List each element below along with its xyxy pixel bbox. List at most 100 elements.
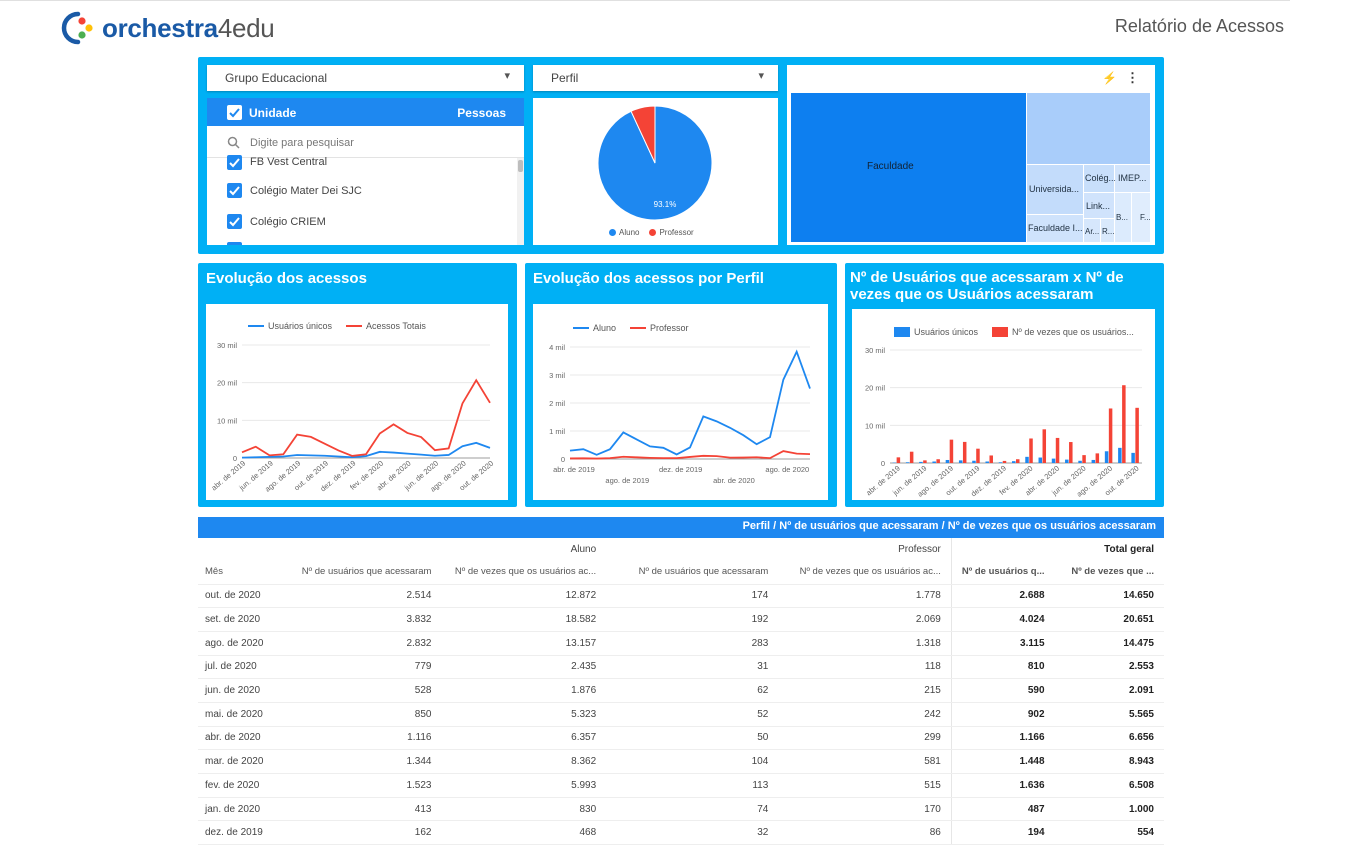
col-total-vezes[interactable]: Nº de vezes que ... xyxy=(1054,560,1164,585)
treemap-cell[interactable]: Faculdade I... xyxy=(1027,215,1083,242)
usuarios-chart-card: Usuários únicos Nº de vezes que os usuár… xyxy=(852,309,1155,500)
perfil-chart-card: Aluno Professor 0 1 mil 2 mil 3 mil 4 mil abr… xyxy=(533,304,828,500)
table-cell: 86 xyxy=(778,820,952,846)
legend-professor: Professor xyxy=(650,323,689,333)
series-line-2 xyxy=(569,450,811,460)
table-cell: 5.323 xyxy=(441,702,607,727)
bar-usuarios xyxy=(1038,457,1043,463)
table-cell: 215 xyxy=(778,678,952,703)
treemap-cell[interactable]: IMEP... xyxy=(1115,165,1150,192)
table-cell: 52 xyxy=(606,702,779,727)
bar-vezes xyxy=(923,460,927,463)
table-cell: 170 xyxy=(778,797,952,822)
table-row: mai. de 2020 850 5.323 52 242 902 5.565 xyxy=(198,702,1164,727)
table-row: abr. de 2020 1.116 6.357 50 299 1.166 6.656 xyxy=(198,726,1164,751)
table-cell: 20.651 xyxy=(1054,607,1164,632)
bar-usuarios xyxy=(972,460,976,463)
pessoas-column-header[interactable]: Pessoas xyxy=(457,106,506,120)
more-vert-icon[interactable]: ⋮ xyxy=(1126,70,1139,85)
treemap-cell[interactable]: Colég... xyxy=(1084,165,1117,192)
checkbox[interactable] xyxy=(227,242,242,245)
table-cell: 6.656 xyxy=(1054,726,1164,751)
col-professor-vezes[interactable]: Nº de vezes que os usuários ac... xyxy=(778,560,952,585)
table-cell: 194 xyxy=(950,820,1055,846)
bar-usuarios xyxy=(1131,452,1135,463)
treemap-cell[interactable]: Universida... xyxy=(1027,165,1083,214)
bar-vezes xyxy=(1095,453,1100,463)
table-cell: 779 xyxy=(275,655,442,680)
treemap-label: Colég... xyxy=(1085,173,1117,183)
perfil-chart-title: Evolução dos acessos por Perfil xyxy=(533,270,764,287)
table-row: jan. de 2020 413 830 74 170 487 1.000 xyxy=(198,797,1164,822)
bar-vezes xyxy=(1002,460,1007,463)
checkbox[interactable] xyxy=(227,155,242,170)
table-cell: 8.943 xyxy=(1054,749,1164,774)
treemap-cell[interactable]: Ar... xyxy=(1084,219,1100,242)
bar-usuarios xyxy=(1091,459,1096,463)
col-total-usuarios[interactable]: Nº de usuários q... xyxy=(950,560,1055,585)
bar-usuarios xyxy=(958,460,963,463)
table-cell: 2.435 xyxy=(441,655,607,680)
search-box[interactable]: Digite para pesquisar xyxy=(207,127,524,158)
perfil-line-chart: 0 1 mil 2 mil 3 mil 4 mil abr. de 2019 dez. de… xyxy=(549,343,811,485)
filter-item[interactable]: Colégio CRIEM xyxy=(207,209,524,239)
filter-item[interactable]: FB Vest Central xyxy=(207,150,524,180)
bar-usuarios xyxy=(1065,459,1069,463)
bar-vezes xyxy=(1016,459,1020,463)
scrollbar-track[interactable] xyxy=(517,158,524,245)
x-tick-label: dez. de 2019 xyxy=(659,465,702,474)
treemap-cell[interactable] xyxy=(1027,93,1150,164)
col-aluno-usuarios[interactable]: Nº de usuários que acessaram xyxy=(275,560,442,585)
col-mes[interactable]: Mês xyxy=(198,560,276,585)
table-cell: 850 xyxy=(275,702,442,727)
bar-usuarios xyxy=(905,462,910,463)
filter-item[interactable]: Colégio Mater Dei SJC xyxy=(207,178,524,208)
treemap-cell[interactable]: R... xyxy=(1101,219,1114,242)
bar-usuarios xyxy=(1012,461,1016,463)
y-tick-label: 0 xyxy=(881,459,885,468)
y-tick-label: 20 mil xyxy=(865,384,885,393)
table-row: dez. de 2019 162 468 32 86 194 554 xyxy=(198,820,1164,846)
col-aluno-vezes[interactable]: Nº de vezes que os usuários ac... xyxy=(441,560,607,585)
col-professor-usuarios[interactable]: Nº de usuários que acessaram xyxy=(606,560,779,585)
table-cell: 810 xyxy=(950,655,1055,680)
table-cell: 4.024 xyxy=(950,607,1055,632)
table-cell: 6.508 xyxy=(1054,773,1164,798)
select-all-checkbox[interactable] xyxy=(227,105,242,120)
checkbox[interactable] xyxy=(227,183,242,198)
pie-legend: Aluno Professor xyxy=(609,228,694,237)
table-cell: 1.166 xyxy=(950,726,1055,751)
treemap-label: R... xyxy=(1102,227,1115,236)
perfil-dropdown[interactable]: Perfil ▾ xyxy=(533,65,778,91)
evolucao-legend: Usuários únicos Acessos Totais xyxy=(248,321,426,331)
x-tick-label: ago. de 2019 xyxy=(605,476,649,485)
table-cell: 902 xyxy=(950,702,1055,727)
table-cell: 515 xyxy=(778,773,952,798)
table-row: jun. de 2020 528 1.876 62 215 590 2.091 xyxy=(198,678,1164,703)
scrollbar-thumb[interactable] xyxy=(518,160,523,172)
bar-usuarios xyxy=(1104,451,1109,463)
filter-item-label: Colégio Mater Dei SJC xyxy=(250,185,362,197)
checkbox[interactable] xyxy=(227,214,242,229)
bolt-icon[interactable]: ⚡ xyxy=(1102,71,1117,85)
table-cell: 113 xyxy=(606,773,779,798)
treemap-card: ⚡ ⋮ Faculdade Universida... Faculdade I.… xyxy=(787,65,1155,245)
table-cell: 18.582 xyxy=(441,607,607,632)
treemap-label: Faculdade xyxy=(867,161,914,172)
legend-aluno: Aluno xyxy=(619,228,640,237)
treemap-cell[interactable]: Faculdade xyxy=(791,93,1026,242)
treemap-cell[interactable]: F... xyxy=(1132,193,1151,242)
table-cell: 413 xyxy=(275,797,442,822)
cell-month: fev. de 2020 xyxy=(198,773,276,798)
grupo-educacional-dropdown[interactable]: Grupo Educacional ▾ xyxy=(207,65,524,91)
series-line-1 xyxy=(569,349,811,456)
treemap-cell[interactable]: Link... xyxy=(1084,193,1114,218)
grupo-educacional-label: Grupo Educacional xyxy=(225,71,328,85)
treemap-cell[interactable]: B... xyxy=(1115,193,1131,242)
cell-month: abr. de 2020 xyxy=(198,726,276,751)
table-cell: 3.115 xyxy=(950,631,1055,656)
cell-month: dez. de 2019 xyxy=(198,820,276,846)
table-cell: 5.565 xyxy=(1054,702,1164,727)
x-tick-label: abr. de 2019 xyxy=(553,465,595,474)
